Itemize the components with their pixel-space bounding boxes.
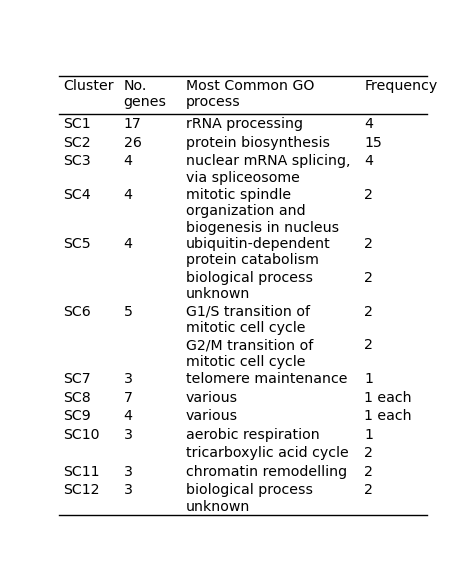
Text: 3: 3 bbox=[124, 465, 133, 479]
Text: 4: 4 bbox=[364, 118, 373, 131]
Text: 2: 2 bbox=[364, 305, 373, 319]
Text: 2: 2 bbox=[364, 446, 373, 460]
Text: 2: 2 bbox=[364, 483, 373, 497]
Text: 2: 2 bbox=[364, 465, 373, 479]
Text: Most Common GO
process: Most Common GO process bbox=[186, 79, 314, 109]
Text: 1: 1 bbox=[364, 372, 373, 386]
Text: 2: 2 bbox=[364, 237, 373, 251]
Text: SC8: SC8 bbox=[63, 391, 91, 405]
Text: ubiquitin-dependent
protein catabolism: ubiquitin-dependent protein catabolism bbox=[186, 237, 331, 267]
Text: SC9: SC9 bbox=[63, 409, 91, 423]
Text: 2: 2 bbox=[364, 339, 373, 352]
Text: 3: 3 bbox=[124, 483, 133, 497]
Text: 4: 4 bbox=[124, 409, 133, 423]
Text: 7: 7 bbox=[124, 391, 133, 405]
Text: SC6: SC6 bbox=[63, 305, 91, 319]
Text: 4: 4 bbox=[124, 188, 133, 202]
Text: mitotic spindle
organization and
biogenesis in nucleus: mitotic spindle organization and biogene… bbox=[186, 188, 339, 235]
Text: various: various bbox=[186, 391, 238, 405]
Text: 4: 4 bbox=[124, 237, 133, 251]
Text: rRNA processing: rRNA processing bbox=[186, 118, 303, 131]
Text: 3: 3 bbox=[124, 428, 133, 442]
Text: SC2: SC2 bbox=[63, 136, 91, 150]
Text: Cluster: Cluster bbox=[63, 79, 114, 93]
Text: 1 each: 1 each bbox=[364, 409, 412, 423]
Text: SC4: SC4 bbox=[63, 188, 91, 202]
Text: 15: 15 bbox=[364, 136, 382, 150]
Text: biological process
unknown: biological process unknown bbox=[186, 271, 313, 301]
Text: various: various bbox=[186, 409, 238, 423]
Text: 26: 26 bbox=[124, 136, 141, 150]
Text: Frequency: Frequency bbox=[364, 79, 438, 93]
Text: 5: 5 bbox=[124, 305, 133, 319]
Text: 3: 3 bbox=[124, 372, 133, 386]
Text: biological process
unknown: biological process unknown bbox=[186, 483, 313, 514]
Text: SC10: SC10 bbox=[63, 428, 100, 442]
Text: aerobic respiration: aerobic respiration bbox=[186, 428, 320, 442]
Text: 2: 2 bbox=[364, 271, 373, 285]
Text: 1: 1 bbox=[364, 428, 373, 442]
Text: G1/S transition of
mitotic cell cycle: G1/S transition of mitotic cell cycle bbox=[186, 305, 310, 335]
Text: SC12: SC12 bbox=[63, 483, 100, 497]
Text: nuclear mRNA splicing,
via spliceosome: nuclear mRNA splicing, via spliceosome bbox=[186, 154, 350, 185]
Text: G2/M transition of
mitotic cell cycle: G2/M transition of mitotic cell cycle bbox=[186, 339, 313, 369]
Text: tricarboxylic acid cycle: tricarboxylic acid cycle bbox=[186, 446, 349, 460]
Text: 4: 4 bbox=[364, 154, 373, 169]
Text: SC5: SC5 bbox=[63, 237, 91, 251]
Text: No.
genes: No. genes bbox=[124, 79, 166, 109]
Text: protein biosynthesis: protein biosynthesis bbox=[186, 136, 330, 150]
Text: SC3: SC3 bbox=[63, 154, 91, 169]
Text: 17: 17 bbox=[124, 118, 141, 131]
Text: telomere maintenance: telomere maintenance bbox=[186, 372, 347, 386]
Text: chromatin remodelling: chromatin remodelling bbox=[186, 465, 347, 479]
Text: 1 each: 1 each bbox=[364, 391, 412, 405]
Text: 4: 4 bbox=[124, 154, 133, 169]
Text: SC11: SC11 bbox=[63, 465, 100, 479]
Text: SC7: SC7 bbox=[63, 372, 91, 386]
Text: SC1: SC1 bbox=[63, 118, 91, 131]
Text: 2: 2 bbox=[364, 188, 373, 202]
